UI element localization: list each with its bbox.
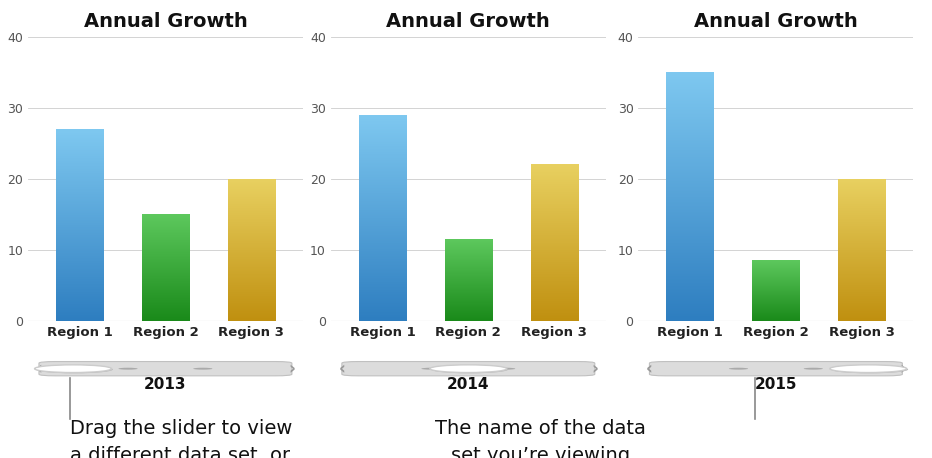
Circle shape	[36, 365, 113, 373]
Text: ‹: ‹	[338, 360, 345, 378]
Text: ›: ›	[592, 360, 598, 378]
Text: 2013: 2013	[144, 377, 186, 393]
Title: Annual Growth: Annual Growth	[387, 12, 550, 31]
Circle shape	[118, 368, 138, 370]
Text: The name of the data
set you’re viewing: The name of the data set you’re viewing	[435, 419, 646, 458]
FancyBboxPatch shape	[650, 361, 902, 376]
Title: Annual Growth: Annual Growth	[84, 12, 247, 31]
Text: ›: ›	[289, 360, 295, 378]
Title: Annual Growth: Annual Growth	[694, 12, 857, 31]
Text: ‹: ‹	[646, 360, 652, 378]
Text: ‹: ‹	[35, 360, 42, 378]
Circle shape	[729, 368, 748, 370]
Circle shape	[496, 368, 515, 370]
Text: 2015: 2015	[755, 377, 797, 393]
Circle shape	[803, 368, 823, 370]
Text: ›: ›	[899, 360, 906, 378]
Circle shape	[34, 365, 112, 372]
Circle shape	[421, 368, 441, 370]
FancyBboxPatch shape	[39, 361, 292, 376]
Circle shape	[831, 365, 908, 373]
Circle shape	[430, 365, 507, 372]
Circle shape	[193, 368, 212, 370]
Circle shape	[432, 365, 508, 373]
Circle shape	[829, 365, 907, 372]
Text: 2014: 2014	[447, 377, 489, 393]
FancyBboxPatch shape	[342, 361, 595, 376]
Text: Drag the slider to view
a different data set, or
click the arrows.: Drag the slider to view a different data…	[70, 419, 293, 458]
